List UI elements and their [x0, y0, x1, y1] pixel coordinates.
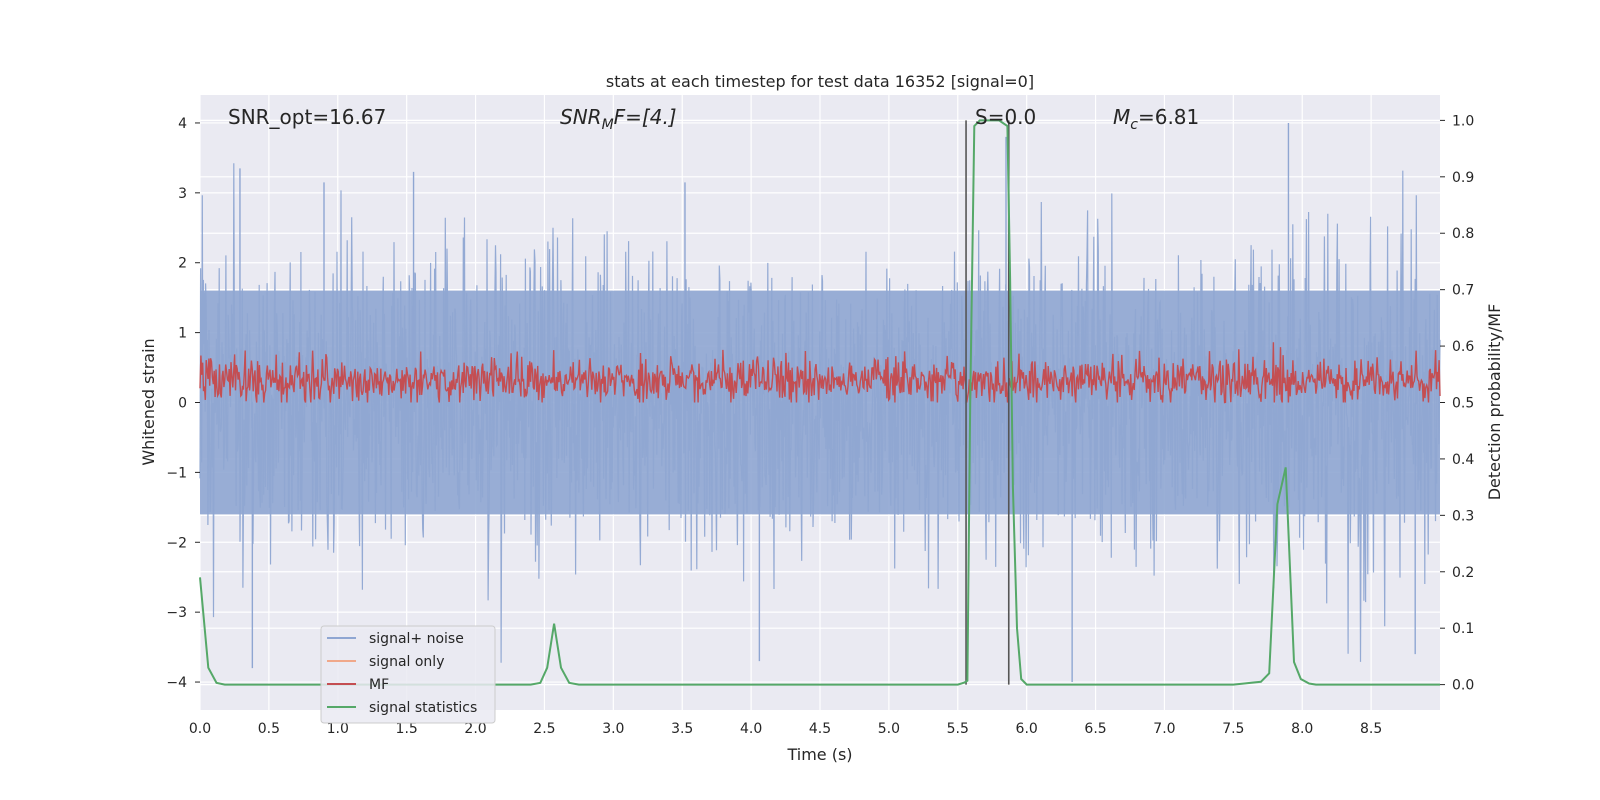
- left-y-tick-label: 2: [178, 256, 187, 272]
- s-annotation: S=0.0: [975, 105, 1036, 129]
- right-y-tick-label: 0.2: [1452, 565, 1474, 581]
- right-y-tick-label: 0.0: [1452, 678, 1474, 694]
- legend-box: [320, 625, 496, 724]
- chart-title: stats at each timestep for test data 163…: [606, 72, 1034, 91]
- right-y-tick-labels: 0.0 0.1 0.2 0.3 0.4 0.5 0.6 0.7 0.8 0.9 1.0: [1440, 113, 1474, 694]
- left-y-tick-label: 4: [178, 116, 187, 132]
- mc-annotation: Mc=6.81: [1113, 105, 1199, 133]
- left-y-tick-label: 3: [178, 186, 187, 202]
- signal-statistics-line: [199, 119, 1440, 686]
- x-tick-label: 8.5: [1360, 721, 1382, 737]
- left-y-tick-labels: −4 −3 −2 −1 0 1 2 3 4: [166, 116, 200, 691]
- legend-label: signal+ noise: [369, 631, 464, 647]
- right-y-tick-label: 0.6: [1452, 339, 1474, 355]
- mc-subscript: c: [1130, 117, 1138, 133]
- x-tick-label: 6.5: [1084, 721, 1106, 737]
- x-tick-label: 0.0: [189, 721, 211, 737]
- left-y-tick-label: −4: [166, 675, 187, 691]
- series-mf: [199, 342, 1441, 404]
- mc-main: M: [1113, 105, 1130, 129]
- x-tick-label: 0.5: [258, 721, 280, 737]
- right-y-tick-label: 0.7: [1452, 283, 1474, 299]
- left-y-tick-label: 0: [178, 396, 187, 412]
- legend-label: signal only: [369, 654, 444, 670]
- x-tick-label: 7.5: [1222, 721, 1244, 737]
- snr-mf-main: SNR: [560, 105, 602, 129]
- right-y-tick-label: 0.4: [1452, 452, 1474, 468]
- legend-label: signal statistics: [369, 700, 477, 716]
- right-y-tick-label: 0.1: [1452, 621, 1474, 637]
- right-y-tick-label: 1.0: [1452, 113, 1474, 129]
- x-tick-label: 2.5: [533, 721, 555, 737]
- x-tick-label: 1.5: [396, 721, 418, 737]
- x-tick-label: 4.5: [809, 721, 831, 737]
- right-y-axis-label: Detection probability/MF: [1485, 304, 1504, 501]
- x-tick-label: 3.0: [602, 721, 624, 737]
- x-tick-label: 3.5: [671, 721, 693, 737]
- x-tick-label: 7.0: [1153, 721, 1175, 737]
- right-y-tick-label: 0.5: [1452, 396, 1474, 412]
- snr-opt-annotation: SNR_opt=16.67: [228, 105, 386, 129]
- x-tick-label: 4.0: [740, 721, 762, 737]
- legend-label: MF: [369, 677, 389, 693]
- left-y-tick-label: −2: [166, 535, 187, 551]
- mf-trace: [199, 342, 1441, 404]
- series-signal-noise: [199, 122, 1441, 683]
- right-y-tick-label: 0.3: [1452, 508, 1474, 524]
- snr-mf-rest: F=[4.]: [614, 105, 677, 129]
- left-y-tick-label: −3: [166, 605, 187, 621]
- left-y-axis-label: Whitened strain: [139, 338, 158, 465]
- left-y-tick-label: −1: [166, 465, 187, 481]
- right-y-tick-label: 0.8: [1452, 226, 1474, 242]
- right-y-tick-label: 0.9: [1452, 170, 1474, 186]
- mc-rest: =6.81: [1138, 105, 1199, 129]
- x-tick-label: 6.0: [1016, 721, 1038, 737]
- snr-mf-annotation: SNRMF=[4.]: [560, 105, 677, 133]
- legend: signal+ noise signal only MF signal statist…: [320, 625, 496, 724]
- x-tick-label: 1.0: [327, 721, 349, 737]
- snr-mf-subscript: M: [602, 117, 614, 133]
- x-tick-labels: 0.0 0.5 1.0 1.5 2.0 2.5 3.0 3.5 4.0 4.5 5.0 5.5 6.0 6…: [189, 721, 1382, 737]
- x-tick-label: 5.5: [947, 721, 969, 737]
- series-signal-statistics: [199, 119, 1440, 686]
- left-y-tick-label: 1: [178, 326, 187, 342]
- x-tick-label: 8.0: [1291, 721, 1313, 737]
- x-axis-label: Time (s): [786, 745, 852, 764]
- x-tick-label: 5.0: [878, 721, 900, 737]
- x-tick-label: 2.0: [464, 721, 486, 737]
